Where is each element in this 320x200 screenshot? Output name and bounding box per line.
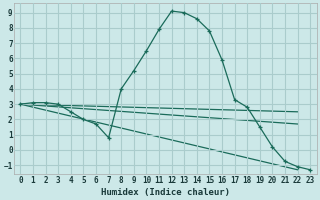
X-axis label: Humidex (Indice chaleur): Humidex (Indice chaleur) [101,188,230,197]
